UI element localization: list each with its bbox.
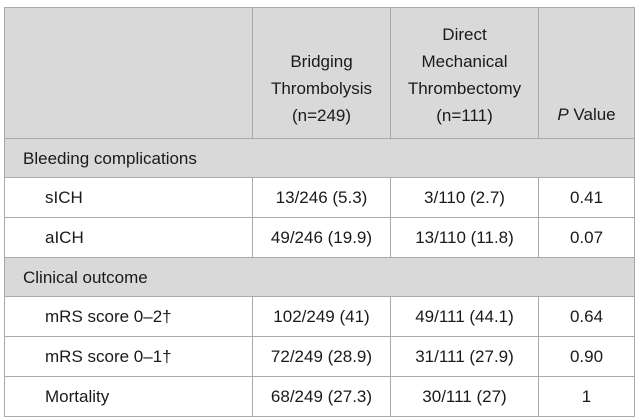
row-label: Mortality xyxy=(4,376,253,417)
p-value-suffix: Value xyxy=(568,105,616,124)
header-row: Bridging Thrombolysis (n=249) Direct Mec… xyxy=(4,7,635,139)
cell-bridging: 49/246 (19.9) xyxy=(252,217,391,258)
header-empty-cell xyxy=(4,7,253,139)
row-label: mRS score 0–1† xyxy=(4,336,253,377)
header-text: (n=249) xyxy=(291,106,352,125)
section-row-clinical: Clinical outcome xyxy=(4,257,635,297)
header-text: (n=111) xyxy=(436,106,493,125)
header-p-value: P Value xyxy=(538,7,635,139)
header-text: Direct xyxy=(442,25,487,44)
table-row: mRS score 0–1† 72/249 (28.9) 31/111 (27.… xyxy=(4,336,635,377)
cell-direct: 13/110 (11.8) xyxy=(390,217,539,258)
header-text: Thrombolysis xyxy=(270,79,373,98)
cell-bridging: 72/249 (28.9) xyxy=(252,336,391,377)
outcomes-table-container: Bridging Thrombolysis (n=249) Direct Mec… xyxy=(4,7,635,417)
header-text: P Value xyxy=(539,101,634,128)
section-title: Bleeding complications xyxy=(4,138,635,178)
row-label: aICH xyxy=(4,217,253,258)
cell-bridging: 68/249 (27.3) xyxy=(252,376,391,417)
cell-p-value: 0.90 xyxy=(538,336,635,377)
header-bridging-thrombolysis: Bridging Thrombolysis (n=249) xyxy=(252,7,391,139)
cell-p-value: 0.64 xyxy=(538,296,635,337)
header-text: Bridging xyxy=(290,52,353,71)
section-title: Clinical outcome xyxy=(4,257,635,297)
cell-direct: 3/110 (2.7) xyxy=(390,177,539,218)
row-label: sICH xyxy=(4,177,253,218)
table-row: mRS score 0–2† 102/249 (41) 49/111 (44.1… xyxy=(4,296,635,337)
table-row: aICH 49/246 (19.9) 13/110 (11.8) 0.07 xyxy=(4,217,635,258)
table-row: Mortality 68/249 (27.3) 30/111 (27) 1 xyxy=(4,376,635,417)
section-row-bleeding: Bleeding complications xyxy=(4,138,635,178)
cell-direct: 30/111 (27) xyxy=(390,376,539,417)
cell-bridging: 102/249 (41) xyxy=(252,296,391,337)
header-text: Thrombectomy xyxy=(407,79,522,98)
p-italic: P xyxy=(557,105,569,124)
cell-direct: 49/111 (44.1) xyxy=(390,296,539,337)
cell-bridging: 13/246 (5.3) xyxy=(252,177,391,218)
cell-p-value: 1 xyxy=(538,376,635,417)
row-label: mRS score 0–2† xyxy=(4,296,253,337)
cell-direct: 31/111 (27.9) xyxy=(390,336,539,377)
cell-p-value: 0.07 xyxy=(538,217,635,258)
cell-p-value: 0.41 xyxy=(538,177,635,218)
table-row: sICH 13/246 (5.3) 3/110 (2.7) 0.41 xyxy=(4,177,635,218)
outcomes-table: Bridging Thrombolysis (n=249) Direct Mec… xyxy=(4,7,635,417)
header-direct-mechanical-thrombectomy: Direct Mechanical Thrombectomy (n=111) xyxy=(390,7,539,139)
header-text: Mechanical xyxy=(421,52,508,71)
